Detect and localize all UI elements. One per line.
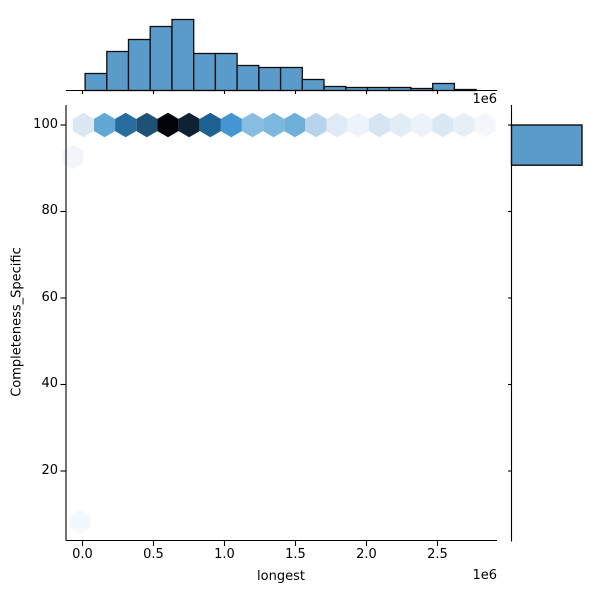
hexbin-cell xyxy=(72,112,94,138)
right-marginal-histogram xyxy=(508,105,583,542)
hexbin-cell xyxy=(474,112,496,138)
hexbin-cell xyxy=(136,112,158,138)
joint-axes xyxy=(60,105,497,546)
x-axis-label: longest xyxy=(257,569,305,584)
y-tick-label: 60 xyxy=(41,289,58,305)
hexbin-cell xyxy=(390,112,412,138)
hexbin-cell xyxy=(326,112,348,138)
hexbin-cell xyxy=(178,112,200,138)
histogram-bar xyxy=(301,78,325,92)
histogram-bar xyxy=(106,50,130,92)
top-marginal-histogram xyxy=(84,18,477,92)
hexbin-cell xyxy=(453,112,475,138)
histogram-bar xyxy=(84,72,108,92)
hexbin-cell xyxy=(347,112,369,138)
top-marginal-axis xyxy=(66,89,497,94)
hexbin-plot xyxy=(62,112,496,534)
hexbin-cell xyxy=(220,112,242,138)
y-tick-label: 80 xyxy=(41,203,58,218)
x-axis-offset-label: 1e6 xyxy=(472,568,497,583)
x-tick-label: 2.0 xyxy=(356,546,377,562)
hexbin-cell xyxy=(62,144,84,170)
histogram-bar xyxy=(510,124,583,166)
histogram-bar xyxy=(279,66,303,92)
y-tick-label: 100 xyxy=(33,116,58,132)
hexbin-cell xyxy=(432,112,454,138)
x-tick-label: 2.5 xyxy=(427,546,448,562)
histogram-bar xyxy=(236,64,260,92)
histogram-bar xyxy=(149,25,173,92)
top-axis-offset-label: 1e6 xyxy=(472,92,497,107)
y-tick-label: 20 xyxy=(41,462,58,478)
hexbin-cell xyxy=(368,112,390,138)
x-tick-label: 0.0 xyxy=(72,546,93,562)
y-axis-label: Completeness_Specific xyxy=(9,247,25,397)
hexbin-cell xyxy=(284,112,306,138)
hexbin-cell xyxy=(94,112,116,138)
histogram-bar xyxy=(432,82,456,92)
x-tick-label: 1.5 xyxy=(285,546,306,562)
histogram-bar xyxy=(193,52,217,92)
hexbin-cell xyxy=(157,112,179,138)
histogram-bar xyxy=(127,38,151,92)
y-tick-label: 40 xyxy=(41,376,58,391)
hexbin-cell xyxy=(241,112,263,138)
histogram-bar xyxy=(171,18,195,92)
histogram-bar xyxy=(258,66,282,92)
hexbin-cell xyxy=(411,112,433,138)
histogram-bar xyxy=(214,52,238,92)
x-tick-label: 1.0 xyxy=(214,546,235,562)
histogram-bar xyxy=(323,85,347,92)
x-tick-label: 0.5 xyxy=(143,546,164,562)
hexbin-cell xyxy=(69,509,91,534)
hexbin-cell xyxy=(305,112,327,138)
hexbin-cell xyxy=(115,112,137,138)
hexbin-cell xyxy=(263,112,285,138)
hexbin-cell xyxy=(199,112,221,138)
